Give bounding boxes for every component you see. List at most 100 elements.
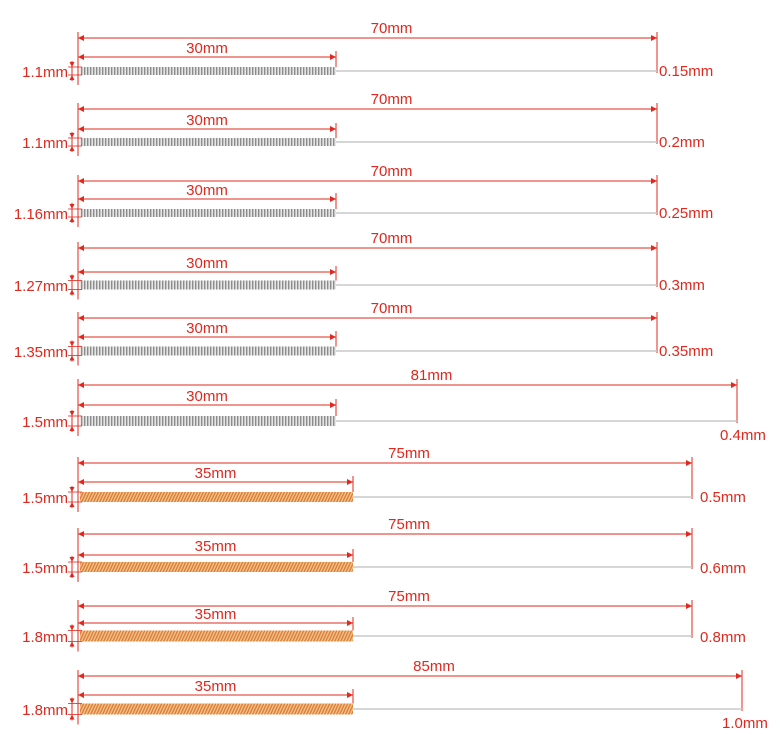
total-length-label: 70mm xyxy=(371,163,413,180)
coil-diameter-label: 1.27mm xyxy=(14,278,68,295)
wire-diameter-label: 0.2mm xyxy=(659,134,705,151)
arrowhead-right xyxy=(651,245,657,251)
wire-diameter-label: 0.5mm xyxy=(700,489,746,506)
coil-diameter-label: 1.8mm xyxy=(22,629,68,646)
coil-diameter-label: 1.5mm xyxy=(22,414,68,431)
needle-coil xyxy=(80,138,336,146)
arrowhead-right xyxy=(651,35,657,41)
arrowhead-up xyxy=(69,146,75,151)
wire-diameter-label: 0.35mm xyxy=(659,343,713,360)
arrowhead-left xyxy=(78,35,84,41)
coil-length-label: 35mm xyxy=(195,606,237,623)
needle-coil xyxy=(80,416,336,426)
wire-diameter-label: 0.25mm xyxy=(659,205,713,222)
needle-coil xyxy=(80,703,353,715)
arrowhead-left xyxy=(78,178,84,184)
wire-diameter-label: 0.4mm xyxy=(720,427,766,444)
coil-length-label: 30mm xyxy=(186,255,228,272)
arrowhead-left xyxy=(78,196,84,202)
arrowhead-down xyxy=(69,625,75,631)
coil-diameter-label: 1.5mm xyxy=(22,490,68,507)
coil-diameter-label: 1.1mm xyxy=(22,64,68,81)
arrowhead-left xyxy=(78,334,84,340)
arrowhead-right xyxy=(330,334,336,340)
arrowhead-right xyxy=(347,620,353,626)
arrowhead-right xyxy=(651,178,657,184)
needle-row: 70mm 30mm 1.27mm 0.3mm xyxy=(14,230,705,300)
arrowhead-left xyxy=(78,479,84,485)
arrowhead-down xyxy=(69,204,75,209)
wire-diameter-label: 0.6mm xyxy=(700,560,746,577)
needle-row: 70mm 30mm 1.1mm 0.15mm xyxy=(22,20,713,85)
arrowhead-right xyxy=(347,552,353,558)
coil-diameter-label: 1.16mm xyxy=(14,206,68,223)
arrowhead-left xyxy=(78,552,84,558)
arrowhead-up xyxy=(69,426,75,431)
total-length-label: 70mm xyxy=(371,91,413,108)
arrowhead-left xyxy=(78,245,84,251)
arrowhead-left xyxy=(78,126,84,132)
arrowhead-right xyxy=(347,479,353,485)
coil-length-label: 30mm xyxy=(186,388,228,405)
arrowhead-left xyxy=(78,54,84,60)
coil-length-label: 35mm xyxy=(195,678,237,695)
needle-row: 81mm 30mm 1.5mm 0.4mm xyxy=(22,367,766,444)
needle-coil xyxy=(80,562,353,572)
coil-length-label: 35mm xyxy=(195,538,237,555)
arrowhead-right xyxy=(330,269,336,275)
coil-length-label: 35mm xyxy=(195,465,237,482)
needle-row: 75mm 35mm 1.8mm 0.8mm xyxy=(22,588,746,652)
coil-length-label: 30mm xyxy=(186,182,228,199)
arrowhead-up xyxy=(69,641,75,647)
wire-diameter-label: 0.15mm xyxy=(659,63,713,80)
coil-length-label: 30mm xyxy=(186,112,228,129)
needle-coil xyxy=(80,67,336,75)
arrowhead-right xyxy=(330,54,336,60)
needle-coil xyxy=(80,346,336,356)
total-length-label: 70mm xyxy=(371,20,413,37)
coil-diameter-label: 1.1mm xyxy=(22,135,68,152)
total-length-label: 70mm xyxy=(371,300,413,317)
wire-diameter-label: 0.3mm xyxy=(659,277,705,294)
arrowhead-left xyxy=(78,603,84,609)
arrowhead-right xyxy=(686,603,692,609)
arrowhead-up xyxy=(69,289,75,295)
arrowhead-down xyxy=(69,341,75,347)
coil-length-label: 30mm xyxy=(186,320,228,337)
arrowhead-left xyxy=(78,402,84,408)
needle-row: 70mm 30mm 1.16mm 0.25mm xyxy=(14,163,713,227)
coil-length-label: 30mm xyxy=(186,40,228,57)
total-length-label: 81mm xyxy=(411,367,453,384)
needle-row: 75mm 35mm 1.5mm 0.5mm xyxy=(22,445,746,512)
arrowhead-up xyxy=(69,502,75,507)
arrowhead-up xyxy=(69,572,75,577)
arrowhead-right xyxy=(330,402,336,408)
wire-diameter-label: 1.0mm xyxy=(722,715,768,732)
arrowhead-left xyxy=(78,106,84,112)
arrowhead-up xyxy=(69,355,75,361)
total-length-label: 70mm xyxy=(371,230,413,247)
coil-diameter-label: 1.35mm xyxy=(14,344,68,361)
arrowhead-right xyxy=(330,126,336,132)
arrowhead-left xyxy=(78,673,84,679)
arrowhead-right xyxy=(651,106,657,112)
arrowhead-down xyxy=(69,62,75,67)
arrowhead-right xyxy=(731,382,737,388)
arrowhead-down xyxy=(69,411,75,416)
coil-diameter-label: 1.8mm xyxy=(22,702,68,719)
arrowhead-left xyxy=(78,315,84,321)
arrowhead-down xyxy=(69,698,75,704)
arrowhead-left xyxy=(78,460,84,466)
needle-coil xyxy=(80,280,336,290)
needle-coil xyxy=(80,209,336,217)
arrowhead-up xyxy=(69,714,75,720)
needle-row: 75mm 35mm 1.5mm 0.6mm xyxy=(22,516,746,582)
arrowhead-left xyxy=(78,692,84,698)
needle-row: 70mm 30mm 1.1mm 0.2mm xyxy=(22,91,705,156)
needle-row: 70mm 30mm 1.35mm 0.35mm xyxy=(14,300,713,366)
arrowhead-left xyxy=(78,382,84,388)
arrowhead-left xyxy=(78,620,84,626)
total-length-label: 75mm xyxy=(388,588,430,605)
arrowhead-right xyxy=(686,531,692,537)
